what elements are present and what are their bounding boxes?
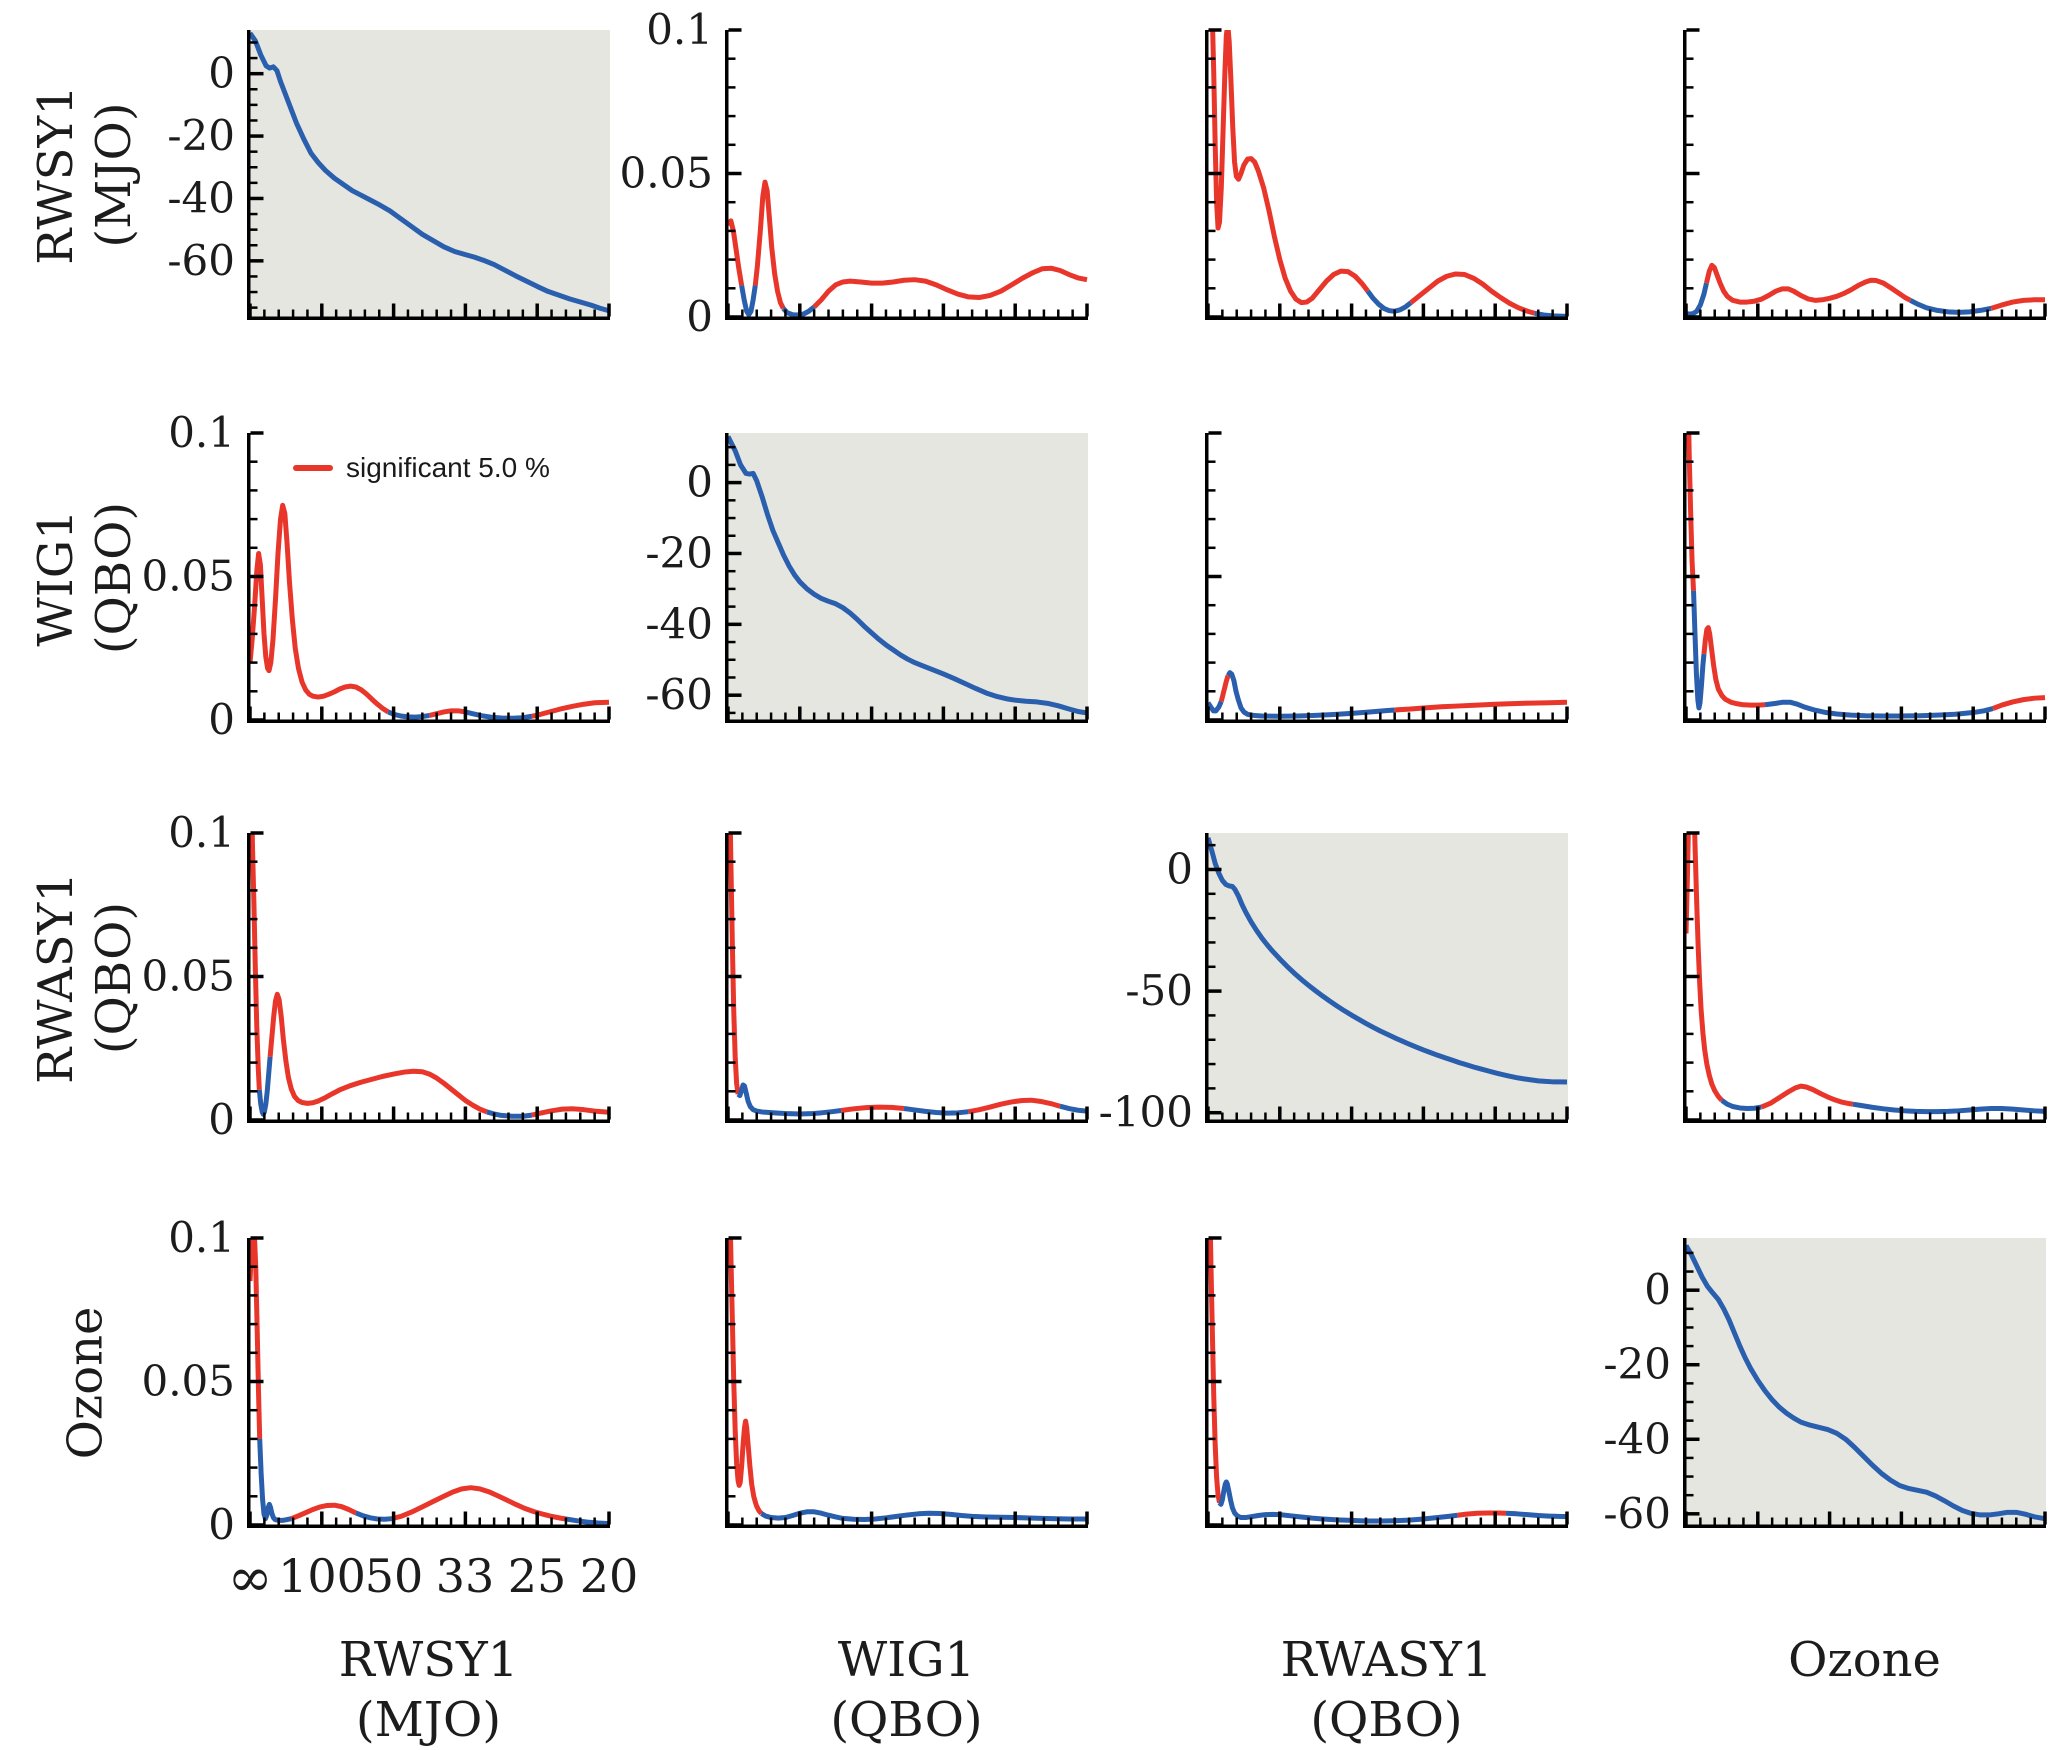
x-tick-label-25: 25 [507, 1549, 567, 1603]
panel-rwsy1-vs-wig1-coherence: 0.1 0.05 0 [619, 5, 1089, 341]
col-label-line1: Ozone [1788, 1632, 1941, 1688]
svg-text:0.1: 0.1 [168, 808, 235, 857]
legend: significant 5.0 % [293, 452, 550, 484]
svg-text:-20: -20 [645, 528, 713, 577]
svg-text:0.1: 0.1 [168, 1213, 235, 1262]
row-label-line1: RWSY1 [28, 85, 84, 265]
legend-significant-line-icon [293, 465, 333, 471]
row-label-line1: Ozone [57, 1306, 114, 1460]
svg-text:-100: -100 [1099, 1088, 1193, 1137]
panel-rwasy1-vs-rwasy1-spectrum: 0 -50 -100 [1099, 833, 1569, 1137]
svg-text:0: 0 [208, 695, 235, 744]
x-tick-label-100: 100 [278, 1549, 366, 1603]
col-label-rwasy1-qbo: RWASY1 (QBO) [1205, 1630, 1568, 1750]
svg-text:0: 0 [1644, 1265, 1671, 1314]
row-label-rwsy1-mjo: RWSY1 (MJO) [10, 30, 160, 320]
panel-rwsy1-vs-ozone-coherence [1683, 28, 2047, 320]
panel-rwsy1-vs-rwasy1-coherence [1205, 28, 1569, 320]
x-tick-label-50: 50 [364, 1549, 424, 1603]
panel-rwasy1-vs-wig1-coherence [725, 831, 1089, 1123]
svg-text:0: 0 [208, 1095, 235, 1144]
row-label-line2: (QBO) [86, 901, 142, 1055]
svg-text:-50: -50 [1125, 966, 1193, 1015]
panel-ozone-vs-ozone-spectrum: 0 -20 -40 -60 [1603, 1238, 2047, 1538]
x-tick-label-33: 33 [435, 1549, 495, 1603]
col-label-line2: (MJO) [355, 1692, 502, 1748]
svg-text:0.05: 0.05 [141, 1357, 235, 1406]
svg-text:0: 0 [208, 1500, 235, 1549]
svg-text:0: 0 [1166, 844, 1193, 893]
svg-text:-20: -20 [1603, 1340, 1671, 1389]
svg-text:-40: -40 [645, 599, 713, 648]
svg-text:-20: -20 [167, 111, 235, 160]
svg-text:-40: -40 [1603, 1414, 1671, 1463]
legend-label: significant 5.0 % [346, 452, 550, 483]
svg-text:0.1: 0.1 [168, 408, 235, 457]
panel-rwsy1-vs-rwsy1-spectrum: 0 -20 -40 -60 [167, 30, 611, 320]
svg-text:-60: -60 [1603, 1489, 1671, 1538]
row-label-line2: (QBO) [86, 501, 143, 655]
panel-wig1-vs-ozone-coherence [1683, 431, 2047, 723]
x-tick-label-infinity: ∞ [227, 1546, 273, 1609]
svg-text:-60: -60 [645, 670, 713, 719]
panel-rwasy1-vs-ozone-coherence [1683, 831, 2047, 1123]
row-label-rwasy1-qbo: RWASY1 (QBO) [10, 833, 160, 1123]
panel-ozone-vs-rwsy1-coherence: 0.1 0.05 0 [141, 1213, 611, 1549]
row-label-wig1-qbo: WIG1 (QBO) [10, 433, 160, 723]
panel-ozone-vs-rwasy1-coherence [1205, 1236, 1569, 1528]
svg-text:0: 0 [686, 458, 713, 507]
svg-text:0.05: 0.05 [141, 952, 235, 1001]
svg-text:0.05: 0.05 [141, 552, 235, 601]
col-label-line2: (QBO) [1310, 1692, 1463, 1748]
col-label-ozone: Ozone [1683, 1630, 2046, 1690]
row-label-line1: WIG1 [28, 509, 85, 647]
row-label-line1: RWASY1 [28, 872, 84, 1084]
svg-text:-60: -60 [167, 236, 235, 285]
svg-text:0: 0 [686, 292, 713, 341]
svg-text:0.1: 0.1 [646, 5, 713, 54]
svg-text:0: 0 [208, 49, 235, 98]
col-label-line1: WIG1 [837, 1632, 976, 1688]
svg-text:0.05: 0.05 [619, 149, 713, 198]
col-label-line2: (QBO) [830, 1692, 983, 1748]
svg-text:-40: -40 [167, 173, 235, 222]
panel-rwasy1-vs-rwsy1-coherence: 0.1 0.05 0 [141, 808, 611, 1144]
x-tick-label-20: 20 [579, 1549, 639, 1603]
panel-wig1-vs-rwasy1-coherence [1205, 431, 1569, 723]
col-label-rwsy1-mjo: RWSY1 (MJO) [247, 1630, 610, 1750]
row-label-ozone: Ozone [10, 1238, 160, 1528]
col-label-line1: RWASY1 [1280, 1632, 1493, 1688]
row-label-line2: (MJO) [86, 102, 142, 248]
panel-wig1-vs-wig1-spectrum: 0 -20 -40 -60 [645, 433, 1089, 723]
col-label-wig1-qbo: WIG1 (QBO) [725, 1630, 1088, 1750]
col-label-line1: RWSY1 [338, 1632, 519, 1688]
panel-ozone-vs-wig1-coherence [725, 1236, 1089, 1528]
panel-wig1-vs-rwsy1-coherence: 0.1 0.05 0 [141, 408, 611, 744]
